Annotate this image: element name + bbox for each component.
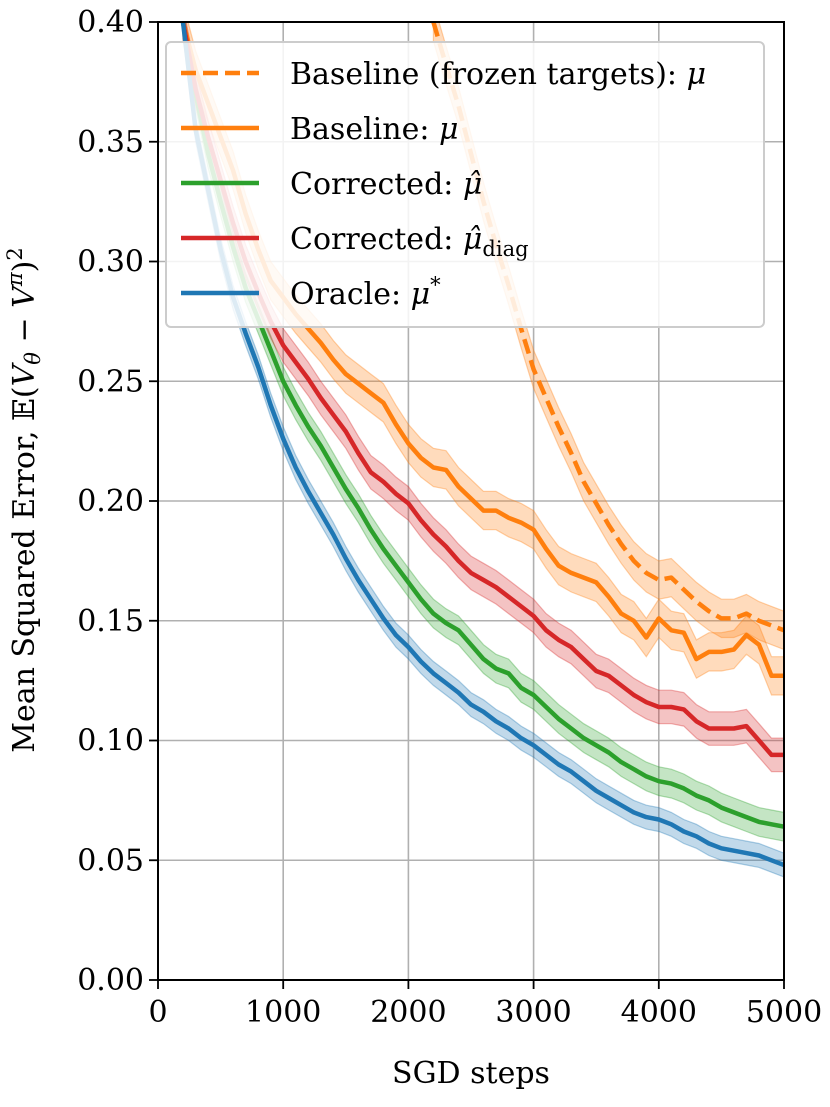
x-tick-label: 0 xyxy=(148,995,167,1030)
band-baseline xyxy=(182,22,784,696)
y-tick-label: 0.15 xyxy=(77,604,144,639)
x-tick-label: 3000 xyxy=(495,995,571,1030)
y-axis-ticks: 0.00 0.05 0.10 0.15 0.20 0.25 0.30 0.35 0.40 xyxy=(77,5,158,998)
y-tick-label: 0.00 xyxy=(77,963,144,998)
legend-label-baseline-frozen: Baseline (frozen targets): μ xyxy=(290,57,706,92)
y-tick-label: 0.05 xyxy=(77,843,144,878)
legend-label-baseline: Baseline: μ xyxy=(290,112,459,147)
x-axis-ticks: 0 1000 2000 3000 4000 5000 xyxy=(148,980,822,1030)
series-line-corrected xyxy=(180,22,784,829)
y-tick-label: 0.25 xyxy=(77,364,144,399)
series-line-oracle xyxy=(180,22,784,868)
x-tick-label: 4000 xyxy=(621,995,697,1030)
series-line-baseline-frozen xyxy=(431,22,784,633)
legend-box xyxy=(165,41,765,328)
y-tick-label: 0.30 xyxy=(77,245,144,280)
band-corrected-diag xyxy=(182,22,784,773)
y-axis-label: Mean Squared Error, 𝔼(Vθ − Vπ)2 xyxy=(3,247,45,753)
x-tick-label: 1000 xyxy=(245,995,321,1030)
y-tick-label: 0.35 xyxy=(77,125,144,160)
x-axis-label: SGD steps xyxy=(392,1056,550,1091)
band-corrected xyxy=(182,22,784,842)
x-tick-label: 5000 xyxy=(746,995,822,1030)
legend-label-corrected-diag: Corrected: μ̂diag xyxy=(290,222,529,261)
legend-label-oracle: Oracle: μ* xyxy=(290,273,441,312)
y-tick-label: 0.40 xyxy=(77,5,144,40)
x-tick-label: 2000 xyxy=(370,995,446,1030)
y-tick-label: 0.10 xyxy=(77,724,144,759)
series-line-corrected-diag xyxy=(180,22,784,758)
y-tick-label: 0.20 xyxy=(77,484,144,519)
legend-label-corrected: Corrected: μ̂ xyxy=(290,167,482,202)
legend: Baseline (frozen targets): μ Baseline: μ… xyxy=(165,41,765,328)
band-oracle xyxy=(182,22,784,878)
